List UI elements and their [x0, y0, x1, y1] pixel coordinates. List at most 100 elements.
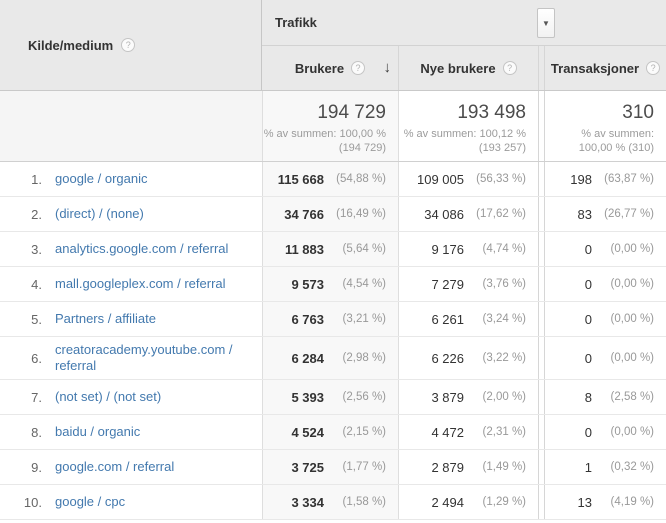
- metric-percent: (3,22 %): [482, 352, 526, 364]
- metric-percent: (0,00 %): [610, 278, 654, 290]
- source-medium-link[interactable]: (direct) / (none): [55, 206, 144, 221]
- column-label: Transaksjoner: [550, 60, 640, 76]
- metric-value: 0: [584, 424, 592, 440]
- metric-percent: (0,00 %): [610, 352, 654, 364]
- summary-percent: % av summen: 100,12 % (193 257): [403, 128, 526, 154]
- metric-value: 0: [584, 311, 592, 327]
- row-rank: 5.: [31, 311, 42, 327]
- row-rank: 7.: [31, 389, 42, 405]
- metric-value: 115 668: [277, 171, 324, 187]
- metric-percent: (63,87 %): [604, 173, 654, 185]
- metric-percent: (4,19 %): [610, 496, 654, 508]
- column-header-brukere[interactable]: Brukere ? ↓: [262, 46, 398, 90]
- metric-percent: (4,54 %): [342, 278, 386, 290]
- metric-value: 83: [577, 206, 592, 222]
- table-row: 2. (direct) / (none) 34 766 (16,49 %) 34…: [0, 197, 666, 232]
- dimension-header-cell: Kilde/medium ?: [0, 0, 262, 90]
- row-rank: 4.: [31, 276, 42, 292]
- metric-percent: (2,98 %): [342, 352, 386, 364]
- help-icon[interactable]: ?: [351, 61, 366, 75]
- metric-value: 13: [577, 494, 592, 510]
- brukere-cell: 5 393 (2,56 %): [262, 380, 398, 414]
- metric-value: 34 086: [424, 206, 464, 222]
- nye-brukere-cell: 9 176 (4,74 %): [398, 232, 538, 266]
- metric-value: 7 279: [431, 276, 464, 292]
- summary-value: 194 729: [317, 102, 386, 123]
- dimension-label: Kilde/medium: [28, 37, 114, 53]
- column-header-nye-brukere[interactable]: Nye brukere ?: [398, 46, 538, 90]
- metric-percent: (2,58 %): [610, 391, 654, 403]
- summary-row: 194 729 % av summen: 100,00 % (194 729) …: [0, 91, 666, 162]
- metric-value: 5 393: [291, 389, 324, 405]
- metric-value: 6 284: [291, 350, 324, 366]
- source-medium-link[interactable]: analytics.google.com / referral: [55, 241, 229, 256]
- source-medium-link[interactable]: creatoracademy.youtube.com / referral: [55, 342, 233, 373]
- transaksjoner-cell: 198 (63,87 %): [545, 162, 666, 196]
- summary-cell-transaksjoner: 310 % av summen: 100,00 % (310): [545, 91, 666, 161]
- source-medium-cell: 3. analytics.google.com / referral: [0, 232, 262, 266]
- summary-percent: % av summen: 100,00 % (194 729): [263, 128, 386, 154]
- transaksjoner-cell: 0 (0,00 %): [545, 337, 666, 379]
- metric-percent: (1,77 %): [342, 461, 386, 473]
- metric-value: 109 005: [417, 171, 464, 187]
- summary-cell-brukere: 194 729 % av summen: 100,00 % (194 729): [262, 91, 398, 161]
- nye-brukere-cell: 6 261 (3,24 %): [398, 302, 538, 336]
- metric-percent: (4,74 %): [482, 243, 526, 255]
- row-rank: 9.: [31, 459, 42, 475]
- transaksjoner-cell: 0 (0,00 %): [545, 232, 666, 266]
- metric-value: 11 883: [284, 241, 324, 257]
- source-medium-link[interactable]: google / organic: [55, 171, 148, 186]
- source-medium-cell: 5. Partners / affiliate: [0, 302, 262, 336]
- source-medium-link[interactable]: Partners / affiliate: [55, 311, 156, 326]
- nye-brukere-cell: 3 879 (2,00 %): [398, 380, 538, 414]
- sort-descending-icon: ↓: [383, 59, 392, 76]
- metric-value: 0: [584, 276, 592, 292]
- metric-value: 6 763: [291, 311, 324, 327]
- column-group-divider: [538, 450, 545, 484]
- metric-percent: (0,32 %): [610, 461, 654, 473]
- column-group-divider: [538, 267, 545, 301]
- source-medium-link[interactable]: (not set) / (not set): [55, 389, 162, 404]
- table-row: 4. mall.googleplex.com / referral 9 573 …: [0, 267, 666, 302]
- column-group-divider: [538, 415, 545, 449]
- table-row: 7. (not set) / (not set) 5 393 (2,56 %) …: [0, 380, 666, 415]
- brukere-cell: 34 766 (16,49 %): [262, 197, 398, 231]
- metric-group-header: Trafikk: [262, 0, 666, 46]
- metric-percent: (0,00 %): [610, 426, 654, 438]
- metric-value: 0: [584, 241, 592, 257]
- column-header-transaksjoner[interactable]: Transaksjoner ?: [545, 46, 666, 90]
- source-medium-link[interactable]: mall.googleplex.com / referral: [55, 276, 226, 291]
- help-icon[interactable]: ?: [121, 38, 136, 52]
- help-icon[interactable]: ?: [502, 61, 517, 75]
- source-medium-link[interactable]: google.com / referral: [55, 459, 175, 474]
- help-icon[interactable]: ?: [646, 61, 661, 75]
- row-rank: 2.: [31, 206, 42, 222]
- nye-brukere-cell: 6 226 (3,22 %): [398, 337, 538, 379]
- summary-empty-cell: [0, 91, 262, 161]
- metric-value: 3 879: [431, 389, 464, 405]
- transaksjoner-cell: 83 (26,77 %): [545, 197, 666, 231]
- column-group-divider: [538, 197, 545, 231]
- brukere-cell: 115 668 (54,88 %): [262, 162, 398, 196]
- brukere-cell: 3 334 (1,58 %): [262, 485, 398, 519]
- metric-value: 6 261: [431, 311, 464, 327]
- metric-percent: (2,15 %): [342, 426, 386, 438]
- source-medium-link[interactable]: baidu / organic: [55, 424, 141, 439]
- metric-percent: (3,24 %): [482, 313, 526, 325]
- metric-percent: (3,76 %): [482, 278, 526, 290]
- summary-value: 310: [622, 102, 654, 123]
- metric-percent: (5,64 %): [342, 243, 386, 255]
- brukere-cell: 11 883 (5,64 %): [262, 232, 398, 266]
- metric-percent: (0,00 %): [610, 313, 654, 325]
- metric-value: 0: [584, 350, 592, 366]
- metric-value: 6 226: [431, 350, 464, 366]
- source-medium-cell: 9. google.com / referral: [0, 450, 262, 484]
- nye-brukere-cell: 4 472 (2,31 %): [398, 415, 538, 449]
- metric-percent: (3,21 %): [342, 313, 386, 325]
- metric-group-dropdown[interactable]: ▼: [537, 8, 555, 38]
- column-group-divider: [538, 485, 545, 519]
- source-medium-cell: 8. baidu / organic: [0, 415, 262, 449]
- nye-brukere-cell: 2 879 (1,49 %): [398, 450, 538, 484]
- source-medium-link[interactable]: google / cpc: [55, 494, 126, 509]
